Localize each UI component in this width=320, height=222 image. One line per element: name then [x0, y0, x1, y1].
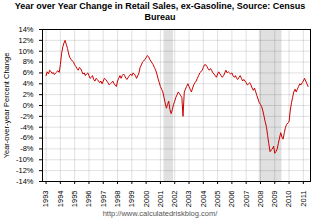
svg-text:2001: 2001 [156, 191, 165, 208]
svg-text:2005: 2005 [213, 191, 222, 208]
svg-text:0%: 0% [23, 101, 34, 110]
svg-text:2010: 2010 [284, 191, 293, 208]
svg-text:2011: 2011 [299, 191, 308, 207]
svg-text:2007: 2007 [242, 191, 251, 208]
svg-text:1994: 1994 [56, 191, 65, 208]
svg-text:4%: 4% [23, 79, 34, 88]
svg-text:12%: 12% [18, 36, 33, 45]
svg-text:1993: 1993 [41, 191, 50, 208]
svg-text:-2%: -2% [20, 112, 34, 121]
svg-text:-6%: -6% [20, 133, 34, 142]
svg-text:2%: 2% [23, 90, 34, 99]
svg-text:14%: 14% [18, 25, 33, 34]
svg-text:2006: 2006 [227, 191, 236, 208]
svg-text:1998: 1998 [113, 191, 122, 208]
svg-text:-4%: -4% [20, 123, 34, 132]
svg-text:2000: 2000 [142, 191, 151, 208]
svg-text:-14%: -14% [16, 177, 34, 186]
svg-text:-8%: -8% [20, 144, 34, 153]
svg-text:2008: 2008 [256, 191, 265, 208]
svg-text:2004: 2004 [199, 191, 208, 208]
svg-text:8%: 8% [23, 57, 34, 66]
html-text:Year over Year Change in Retai: Year over Year Change in Retail Sales, e… [14, 1, 306, 22]
svg-text:2003: 2003 [184, 191, 193, 208]
svg-text:6%: 6% [23, 68, 34, 77]
svg-text:1997: 1997 [99, 191, 108, 208]
svg-text:10%: 10% [18, 47, 33, 56]
svg-text:1995: 1995 [70, 191, 79, 208]
svg-text:-10%: -10% [16, 155, 34, 164]
svg-text:2009: 2009 [270, 191, 279, 208]
svg-text:1996: 1996 [84, 191, 93, 208]
svg-text:Year-over-year Percent Change: Year-over-year Percent Change [2, 53, 11, 159]
svg-text:2002: 2002 [170, 191, 179, 208]
svg-text:-12%: -12% [16, 166, 34, 175]
html-text:http://www.calculatedriskblog.: http://www.calculatedriskblog.com/ [102, 209, 218, 218]
svg-text:1999: 1999 [127, 191, 136, 208]
